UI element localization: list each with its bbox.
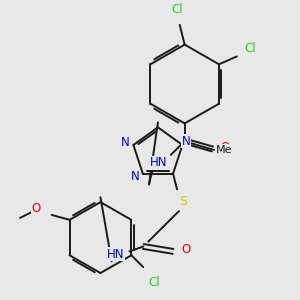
Text: S: S	[179, 195, 187, 208]
Text: N: N	[130, 170, 139, 183]
Text: Cl: Cl	[148, 276, 160, 290]
Text: O: O	[31, 202, 40, 214]
Text: N: N	[182, 135, 191, 148]
Text: HN: HN	[107, 248, 124, 261]
Text: O: O	[221, 140, 230, 154]
Text: Cl: Cl	[244, 42, 256, 55]
Text: HN: HN	[150, 156, 168, 169]
Text: Me: Me	[216, 145, 232, 155]
Text: O: O	[181, 243, 190, 256]
Text: Cl: Cl	[171, 3, 183, 16]
Text: N: N	[121, 136, 130, 148]
